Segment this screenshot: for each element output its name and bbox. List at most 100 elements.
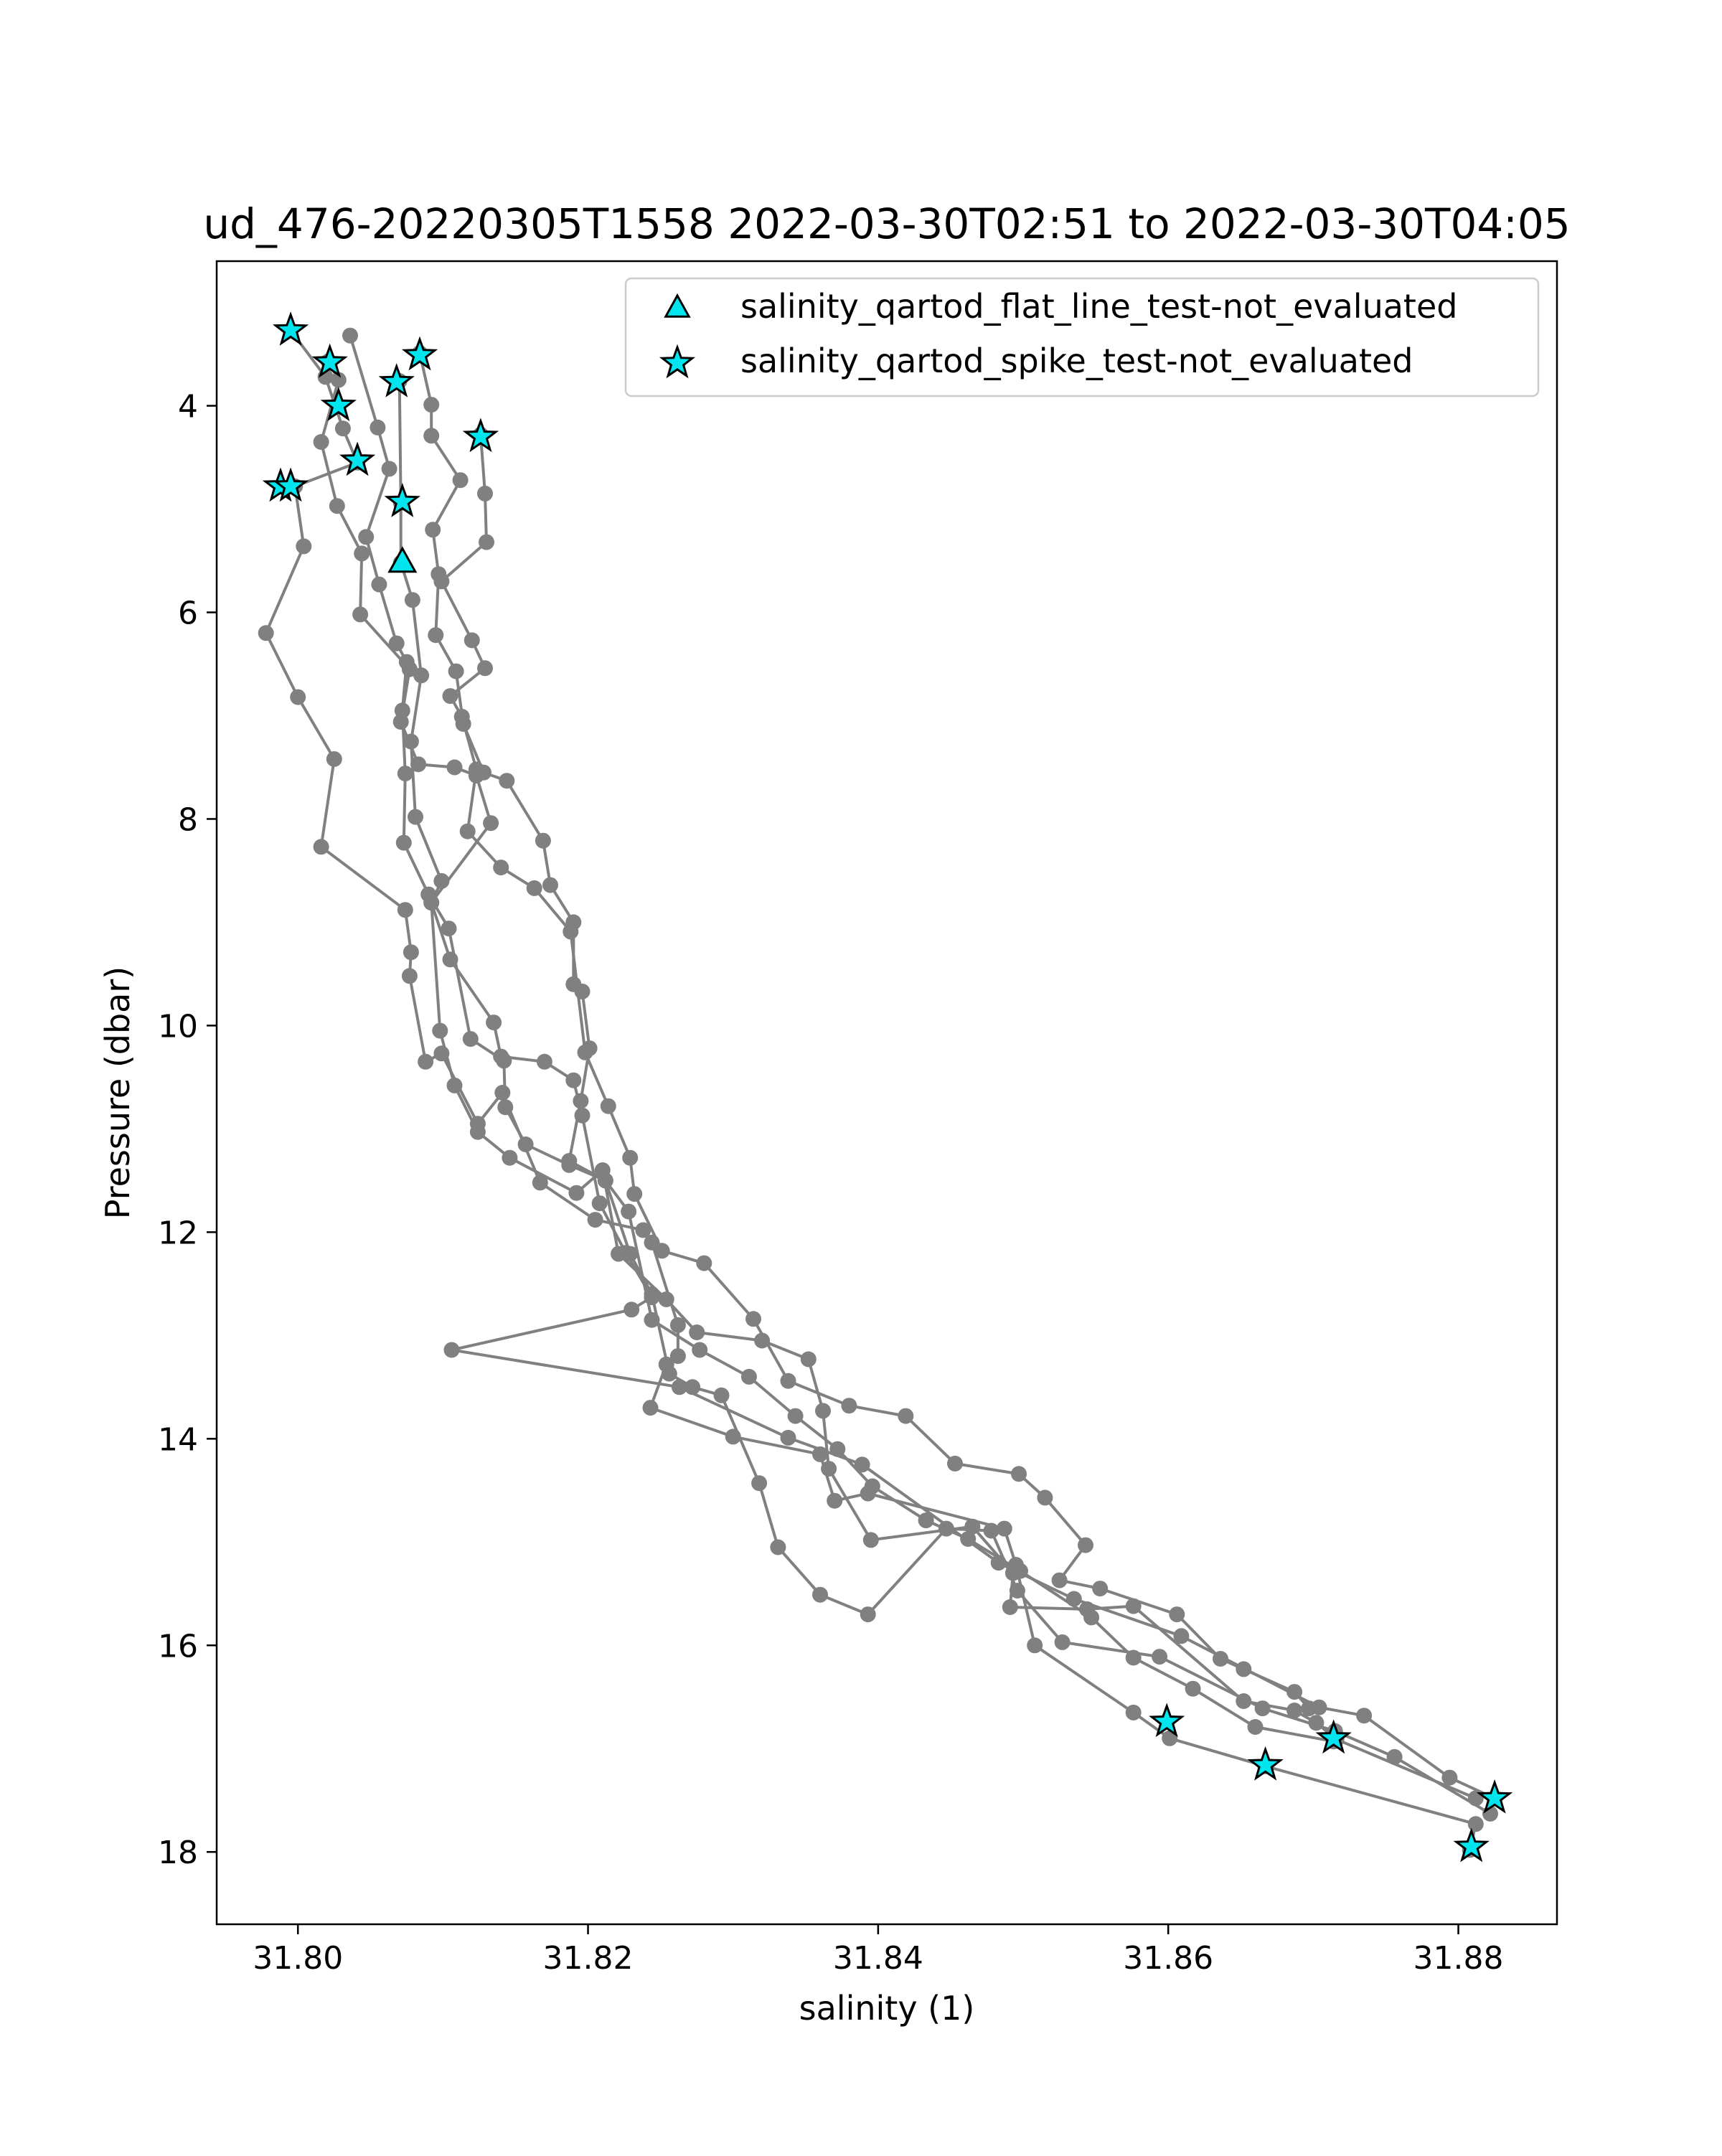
data-point — [860, 1606, 876, 1623]
data-point — [329, 498, 345, 514]
data-point — [477, 485, 493, 502]
data-point — [358, 529, 375, 545]
data-point — [371, 576, 387, 593]
legend-box — [624, 277, 1540, 397]
data-point — [1247, 1719, 1264, 1735]
data-point — [754, 1332, 771, 1349]
spike-flag-marker — [1315, 1719, 1352, 1754]
data-point — [1236, 1661, 1252, 1677]
data-point — [1011, 1466, 1027, 1482]
data-point — [669, 1348, 686, 1365]
data-point — [661, 1365, 677, 1382]
profile-line-4 — [440, 434, 1310, 1710]
data-point — [420, 886, 437, 903]
data-point — [397, 902, 413, 918]
profile-series-5 — [342, 327, 1342, 1750]
data-point — [841, 1398, 857, 1414]
data-point — [611, 1246, 626, 1262]
data-point — [624, 1301, 640, 1318]
data-point — [669, 1317, 686, 1333]
data-point — [536, 1053, 552, 1070]
data-point — [740, 1368, 757, 1385]
flag-series-0 — [387, 546, 418, 573]
data-point — [1441, 1769, 1458, 1786]
data-point — [469, 1124, 486, 1140]
data-point — [433, 872, 450, 889]
data-point — [787, 1408, 804, 1424]
data-point — [483, 815, 499, 832]
data-point — [542, 877, 558, 893]
x-tick-label: 31.84 — [833, 1940, 923, 1977]
data-point — [418, 1053, 434, 1070]
data-point — [1009, 1583, 1025, 1599]
data-point — [423, 397, 440, 413]
data-point — [432, 1022, 448, 1039]
spike-flag-marker — [272, 311, 309, 346]
y-tick-label: 6 — [178, 596, 198, 632]
data-point — [1092, 1581, 1109, 1597]
plot-area — [258, 311, 1513, 1863]
spike-flag-marker — [1149, 1703, 1185, 1738]
spike-flag-marker — [320, 387, 357, 421]
data-point — [1185, 1680, 1201, 1697]
data-point — [326, 751, 342, 767]
data-point — [493, 860, 509, 876]
legend-triangle-shape — [664, 293, 691, 318]
data-point — [290, 689, 306, 705]
flat-line-flag-marker — [387, 546, 418, 573]
y-tick-label: 4 — [178, 389, 198, 425]
data-point — [745, 1311, 761, 1327]
data-point — [479, 534, 494, 550]
plot-frame — [215, 260, 1558, 1926]
data-point — [565, 1072, 582, 1088]
data-point — [313, 839, 329, 855]
data-point — [947, 1455, 963, 1472]
spike-flag-marker — [378, 363, 415, 397]
data-point — [352, 606, 369, 623]
data-point — [573, 1093, 589, 1109]
data-point — [622, 1149, 639, 1166]
data-point — [1286, 1684, 1303, 1700]
data-point — [404, 592, 420, 608]
data-point — [502, 1149, 518, 1166]
data-point — [453, 708, 470, 725]
spike-flag-marker — [1453, 1827, 1490, 1863]
data-point — [468, 761, 484, 778]
data-point — [1002, 1599, 1018, 1615]
data-point — [1078, 1537, 1093, 1553]
legend-label-spike: salinity_qartod_spike_test-not_evaluated — [740, 342, 1413, 380]
data-point — [854, 1456, 870, 1473]
data-point — [442, 688, 458, 705]
spike-flag-marker — [384, 483, 420, 517]
data-point — [898, 1408, 914, 1424]
data-point — [401, 968, 418, 984]
data-point — [577, 1044, 593, 1060]
data-point — [408, 809, 423, 825]
data-point — [713, 1387, 730, 1403]
data-point — [1012, 1563, 1028, 1579]
x-tick-label: 31.80 — [253, 1940, 343, 1977]
data-point — [800, 1351, 817, 1367]
data-point — [342, 327, 358, 344]
y-axis-label: Pressure (dbar) — [98, 966, 137, 1219]
data-point — [1356, 1708, 1373, 1724]
data-point — [1254, 1700, 1271, 1717]
data-point — [394, 702, 410, 719]
spike-flag-marker — [462, 418, 499, 453]
data-point — [441, 921, 457, 937]
data-point — [621, 1203, 637, 1220]
data-point — [1169, 1606, 1185, 1623]
data-point — [1173, 1628, 1190, 1644]
data-point — [397, 766, 413, 782]
data-point — [313, 434, 329, 450]
data-point — [413, 667, 430, 684]
data-point — [960, 1531, 977, 1547]
data-point — [459, 823, 476, 839]
data-point — [296, 538, 312, 555]
data-point — [517, 1136, 534, 1152]
data-point — [1162, 1730, 1178, 1746]
data-point — [561, 1157, 578, 1173]
data-point — [563, 923, 579, 940]
